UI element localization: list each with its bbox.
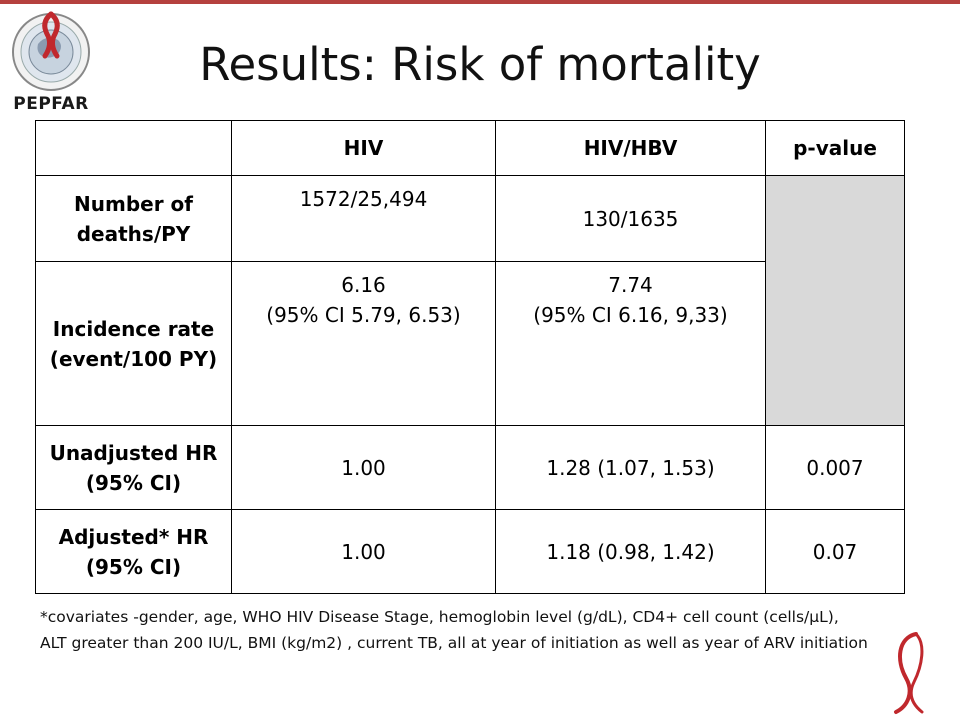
table-row: Adjusted* HR (95% CI) 1.00 1.18 (0.98, 1… [35, 509, 905, 594]
cell-pvalue: 0.07 [765, 509, 905, 594]
cell-hiv: 1.00 [231, 509, 496, 594]
cell-hivhbv-value: 7.74 [608, 273, 653, 297]
cell-hiv: 1572/25,494 [231, 175, 496, 262]
row-label: Adjusted* HR (95% CI) [35, 509, 232, 594]
red-ribbon-icon [894, 632, 924, 714]
slide-title: Results: Risk of mortality [199, 38, 761, 91]
pepfar-seal-icon [12, 11, 90, 91]
header-pvalue: p-value [765, 120, 905, 176]
top-accent-bar [0, 0, 960, 4]
cell-hivhbv: 1.18 (0.98, 1.42) [495, 509, 766, 594]
cell-hivhbv-ci: (95% CI 6.16, 9,33) [533, 303, 728, 327]
cell-hivhbv: 1.28 (1.07, 1.53) [495, 425, 766, 510]
row-label: Number of deaths/PY [35, 175, 232, 262]
header-hiv: HIV [231, 120, 496, 176]
cell-pvalue: 0.007 [765, 425, 905, 510]
cell-hivhbv: 130/1635 [495, 175, 766, 262]
results-table: HIV HIV/HBV p-value Number of deaths/PY … [35, 120, 905, 594]
cell-hiv: 1.00 [231, 425, 496, 510]
pepfar-logo-text: PEPFAR [13, 94, 89, 114]
row-label: Incidence rate (event/100 PY) [35, 261, 232, 426]
header-empty [35, 120, 232, 176]
cell-pvalue-empty [765, 175, 905, 426]
cell-hivhbv: 7.74 (95% CI 6.16, 9,33) [495, 261, 766, 426]
cell-hiv-ci: (95% CI 5.79, 6.53) [266, 303, 461, 327]
header-hivhbv: HIV/HBV [495, 120, 766, 176]
cell-hiv-value: 6.16 [341, 273, 386, 297]
table-header-row: HIV HIV/HBV p-value [35, 120, 905, 176]
footnote: *covariates -gender, age, WHO HIV Diseas… [40, 608, 868, 652]
table-row: Incidence rate (event/100 PY) 6.16 (95% … [35, 261, 905, 426]
table-row: Number of deaths/PY 1572/25,494 130/1635 [35, 175, 905, 426]
row-label: Unadjusted HR (95% CI) [35, 425, 232, 510]
cell-hiv: 6.16 (95% CI 5.79, 6.53) [231, 261, 496, 426]
table-row: Unadjusted HR (95% CI) 1.00 1.28 (1.07, … [35, 425, 905, 510]
